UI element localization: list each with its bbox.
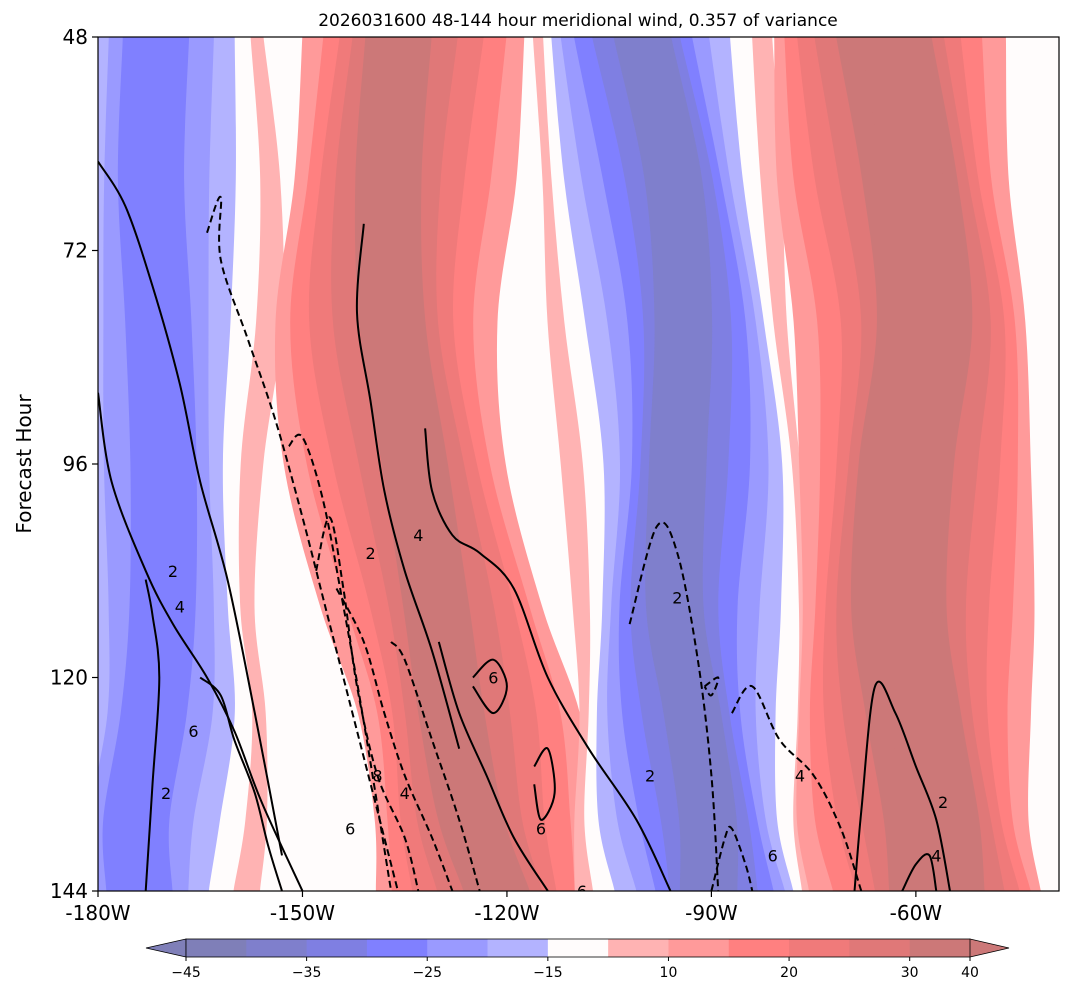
colorbar-tick-label: −15 bbox=[533, 965, 563, 981]
colorbar-frame bbox=[185, 938, 971, 958]
colorbar-segment bbox=[849, 939, 911, 957]
colorbar-segment bbox=[186, 939, 247, 957]
contour-label: 4 bbox=[795, 766, 805, 785]
colorbar-tick-label: −35 bbox=[292, 965, 322, 981]
x-tick-label: -150W bbox=[270, 901, 335, 925]
contour-label: 4 bbox=[400, 784, 410, 803]
colorbar-tick-label: −45 bbox=[171, 965, 201, 981]
colorbar-segment bbox=[246, 939, 308, 957]
contour-layer bbox=[98, 160, 951, 891]
negative-contour-line bbox=[335, 588, 454, 891]
negative-contour-line bbox=[390, 641, 481, 891]
colorbar-segment bbox=[668, 939, 730, 957]
contour-label: 2 bbox=[366, 544, 376, 563]
colorbar-tick-label: 40 bbox=[961, 965, 979, 981]
y-tick-label: 72 bbox=[63, 239, 88, 263]
contour-label: 6 bbox=[345, 820, 355, 839]
chart-title: 2026031600 48-144 hour meridional wind, … bbox=[318, 11, 838, 31]
colorbar-tick-label: 10 bbox=[660, 965, 678, 981]
shading-level--30 bbox=[102, 37, 198, 891]
y-tick-label: 120 bbox=[50, 666, 88, 690]
positive-contour-line bbox=[853, 680, 951, 891]
y-tick-label: 48 bbox=[63, 25, 88, 49]
contour-label: 6 bbox=[536, 820, 546, 839]
positive-contour-line bbox=[98, 392, 304, 891]
negative-contour-line bbox=[206, 196, 399, 891]
x-axis: -180W -150W -120W -90W -60W bbox=[65, 891, 942, 925]
positive-contour-line bbox=[199, 676, 283, 891]
colorbar-tick-label: 30 bbox=[901, 965, 919, 981]
shading-band-4 bbox=[774, 37, 1041, 891]
negative-contour-line bbox=[288, 433, 393, 891]
positive-contour-line bbox=[533, 747, 556, 821]
contour-label: 2 bbox=[645, 766, 655, 785]
colorbar-segment bbox=[728, 939, 790, 957]
colorbar-tick-label: 20 bbox=[780, 965, 798, 981]
positive-contour-line bbox=[98, 160, 283, 856]
shading-band-3 bbox=[532, 37, 819, 891]
contour-label: 4 bbox=[931, 846, 941, 865]
colorbar-segment bbox=[306, 939, 368, 957]
y-axis-label: Forecast Hour bbox=[12, 394, 36, 534]
positive-contour-line bbox=[355, 223, 461, 749]
colorbar-segment bbox=[789, 939, 850, 957]
positive-contour-line bbox=[424, 428, 672, 891]
contour-label: 2 bbox=[161, 784, 171, 803]
shading-level-35 bbox=[860, 37, 964, 891]
positive-contour-line bbox=[437, 641, 549, 891]
colorbar-segment bbox=[547, 939, 609, 957]
shading-level--40 bbox=[613, 37, 739, 891]
negative-contour-line bbox=[703, 676, 720, 697]
positive-contour-line bbox=[901, 853, 938, 891]
negative-contour-line bbox=[315, 516, 420, 891]
negative-contour-line bbox=[628, 521, 720, 891]
contour-label: 4 bbox=[413, 526, 423, 545]
colorbar-segment bbox=[427, 939, 489, 957]
contour-label: 6 bbox=[488, 669, 498, 688]
y-tick-label: 144 bbox=[50, 879, 88, 903]
negative-contour-line bbox=[731, 685, 863, 891]
colorbar-extend-low bbox=[145, 938, 187, 958]
colorbar-segment bbox=[366, 939, 428, 957]
colorbar-segment bbox=[608, 939, 669, 957]
positive-contour-line bbox=[472, 658, 508, 715]
x-tick-label: -60W bbox=[890, 901, 943, 925]
negative-contour-line bbox=[710, 825, 754, 891]
contour-label: 4 bbox=[175, 597, 185, 616]
y-axis: 48 72 96 120 144 bbox=[50, 25, 98, 903]
shading-level-30 bbox=[354, 37, 530, 891]
contour-label: 6 bbox=[188, 722, 198, 741]
contour-label: 2 bbox=[168, 562, 178, 581]
contour-label: 2 bbox=[672, 588, 682, 607]
colorbar: −45 −35 −25 −15 10 20 30 40 bbox=[145, 938, 1010, 981]
x-tick-label: -120W bbox=[474, 901, 539, 925]
positive-contour-line bbox=[144, 579, 161, 891]
colorbar-extend-high bbox=[969, 938, 1010, 958]
contour-label: 6 bbox=[577, 882, 587, 901]
y-tick-label: 96 bbox=[63, 452, 88, 476]
contour-label: 2 bbox=[938, 793, 948, 812]
colorbar-segment bbox=[487, 939, 549, 957]
colorbar-segment bbox=[909, 939, 971, 957]
x-tick-label: -180W bbox=[65, 901, 130, 925]
x-tick-label: -90W bbox=[685, 901, 738, 925]
colorbar-tick-label: −25 bbox=[412, 965, 442, 981]
contour-label: 8 bbox=[372, 766, 382, 785]
contour-label: 6 bbox=[768, 846, 778, 865]
shading-layer bbox=[98, 37, 1041, 891]
